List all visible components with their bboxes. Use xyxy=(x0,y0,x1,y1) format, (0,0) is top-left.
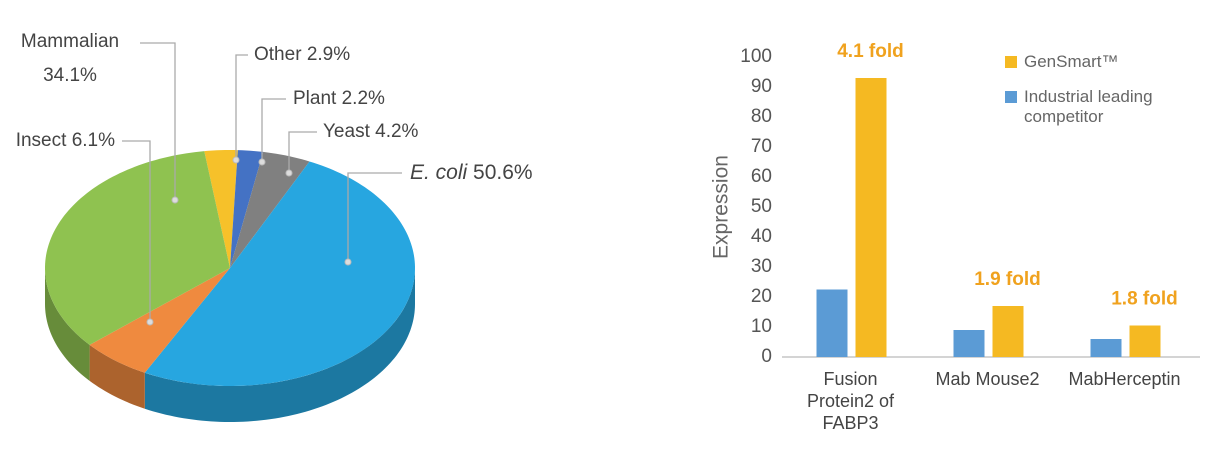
slice-name: Insect xyxy=(16,130,67,151)
y-axis-label: Expression xyxy=(710,155,733,259)
pie-slice-side xyxy=(144,268,415,422)
y-tick-label: 90 xyxy=(751,76,772,97)
slice-value: 34.1% xyxy=(43,65,97,86)
bar xyxy=(1090,339,1122,357)
y-tick-label: 60 xyxy=(751,166,772,187)
slice-name: Other xyxy=(254,44,302,65)
slice-value: 2.2% xyxy=(342,88,385,109)
y-tick-label: 0 xyxy=(761,346,772,367)
slice-value: 6.1% xyxy=(72,130,115,151)
slice-value: 50.6% xyxy=(473,161,533,184)
slice-name: Yeast xyxy=(323,121,371,142)
slice-value: 2.9% xyxy=(307,44,350,65)
leader-line xyxy=(347,172,402,262)
leader-line xyxy=(122,140,151,322)
pie-slice xyxy=(89,268,231,373)
slice-label: Plant 2.2% xyxy=(293,88,385,109)
pie-slice xyxy=(230,150,264,268)
fold-annotation: 1.9 fold xyxy=(974,269,1041,290)
leader-dot xyxy=(344,258,352,266)
slice-name: Mammalian xyxy=(21,31,119,52)
slice-label: Yeast 4.2% xyxy=(323,121,419,142)
y-tick-label: 10 xyxy=(751,316,772,337)
leader-line xyxy=(288,131,317,173)
leader-line xyxy=(261,98,286,162)
leader-dot xyxy=(232,156,240,164)
leader-line xyxy=(235,54,248,160)
leader-dot xyxy=(258,158,266,166)
y-tick-label: 40 xyxy=(751,226,772,247)
pie-slice-side xyxy=(45,268,90,381)
y-tick-label: 50 xyxy=(751,196,772,217)
leader-dot xyxy=(171,196,179,204)
slice-label: E. coli 50.6% xyxy=(410,161,533,184)
bar xyxy=(1129,325,1161,357)
fold-annotation: 4.1 fold xyxy=(837,41,904,62)
y-tick-label: 80 xyxy=(751,106,772,127)
slice-name: E. coli xyxy=(410,161,469,184)
leader-dot xyxy=(285,169,293,177)
bar xyxy=(816,289,848,357)
slice-value: 4.2% xyxy=(375,121,418,142)
y-tick-label: 20 xyxy=(751,286,772,307)
pie-slice xyxy=(45,151,230,345)
slice-name: Plant xyxy=(293,88,337,109)
y-tick-label: 30 xyxy=(751,256,772,277)
leader-dot xyxy=(146,318,154,326)
legend-swatch xyxy=(1005,91,1017,103)
legend-label: GenSmart™ xyxy=(1024,52,1119,71)
pie-slice-side xyxy=(89,344,145,409)
y-tick-label: 70 xyxy=(751,136,772,157)
y-tick-label: 100 xyxy=(740,46,772,67)
bar xyxy=(992,306,1024,357)
fold-annotation: 1.8 fold xyxy=(1111,289,1178,310)
pie-slice xyxy=(230,151,310,268)
leader-line xyxy=(140,42,176,200)
slice-label: Mammalian 34.1% xyxy=(21,31,119,86)
slice-label: Insect 6.1% xyxy=(16,130,115,151)
bar xyxy=(855,78,887,357)
legend-swatch xyxy=(1005,56,1017,68)
x-tick-label: MabHerceptin xyxy=(1068,369,1181,389)
slice-label: Other 2.9% xyxy=(254,44,350,65)
x-tick-label: Mab Mouse2 xyxy=(935,369,1040,389)
x-tick-label: Fusion Protein2 of FABP3 xyxy=(806,369,895,433)
legend-label: Industrial leading competitor xyxy=(1024,87,1153,126)
bar xyxy=(953,330,985,357)
pie-slice xyxy=(204,150,238,268)
